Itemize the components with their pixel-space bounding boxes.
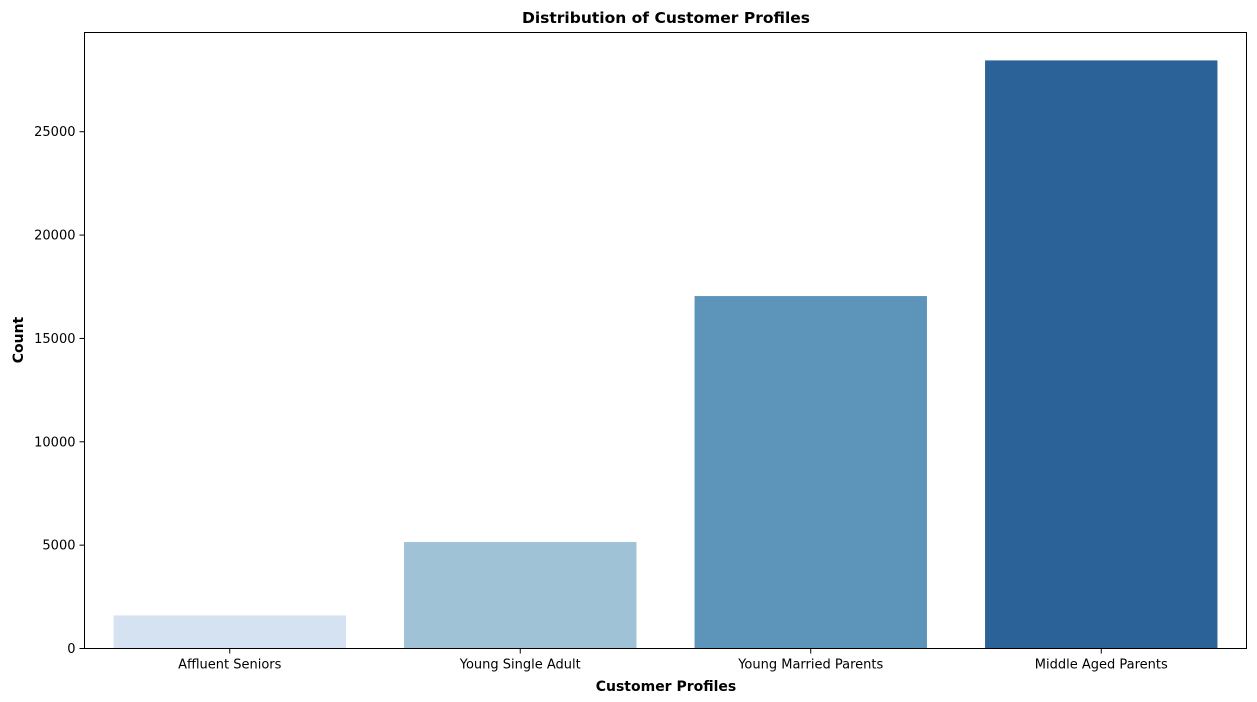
x-tick-label: Young Married Parents xyxy=(737,658,883,673)
y-axis-title: Count xyxy=(11,316,27,363)
y-tick-label: 10000 xyxy=(34,435,75,450)
bar-young-married-parents xyxy=(694,296,927,649)
bar-affluent-seniors xyxy=(113,615,346,649)
x-axis-title: Customer Profiles xyxy=(596,679,737,695)
chart-title: Distribution of Customer Profiles xyxy=(522,9,810,27)
bar-young-single-adult xyxy=(404,542,637,649)
y-tick-label: 20000 xyxy=(34,229,75,244)
y-tick-label: 25000 xyxy=(34,125,75,140)
plot-frame xyxy=(84,32,1247,649)
y-tick-label: 0 xyxy=(67,642,75,657)
bar-middle-aged-parents xyxy=(985,60,1218,649)
x-tick-label: Middle Aged Parents xyxy=(1035,658,1168,673)
y-tick-label: 5000 xyxy=(42,539,75,554)
x-tick-label: Affluent Seniors xyxy=(178,658,282,673)
x-tick-label: Young Single Adult xyxy=(459,658,581,673)
y-tick-label: 15000 xyxy=(34,332,75,347)
y-axis: 0 5000 10000 15000 20000 25000 xyxy=(34,125,85,657)
bars-group xyxy=(113,60,1218,649)
x-axis: Affluent Seniors Young Single Adult Young … xyxy=(178,648,1168,673)
